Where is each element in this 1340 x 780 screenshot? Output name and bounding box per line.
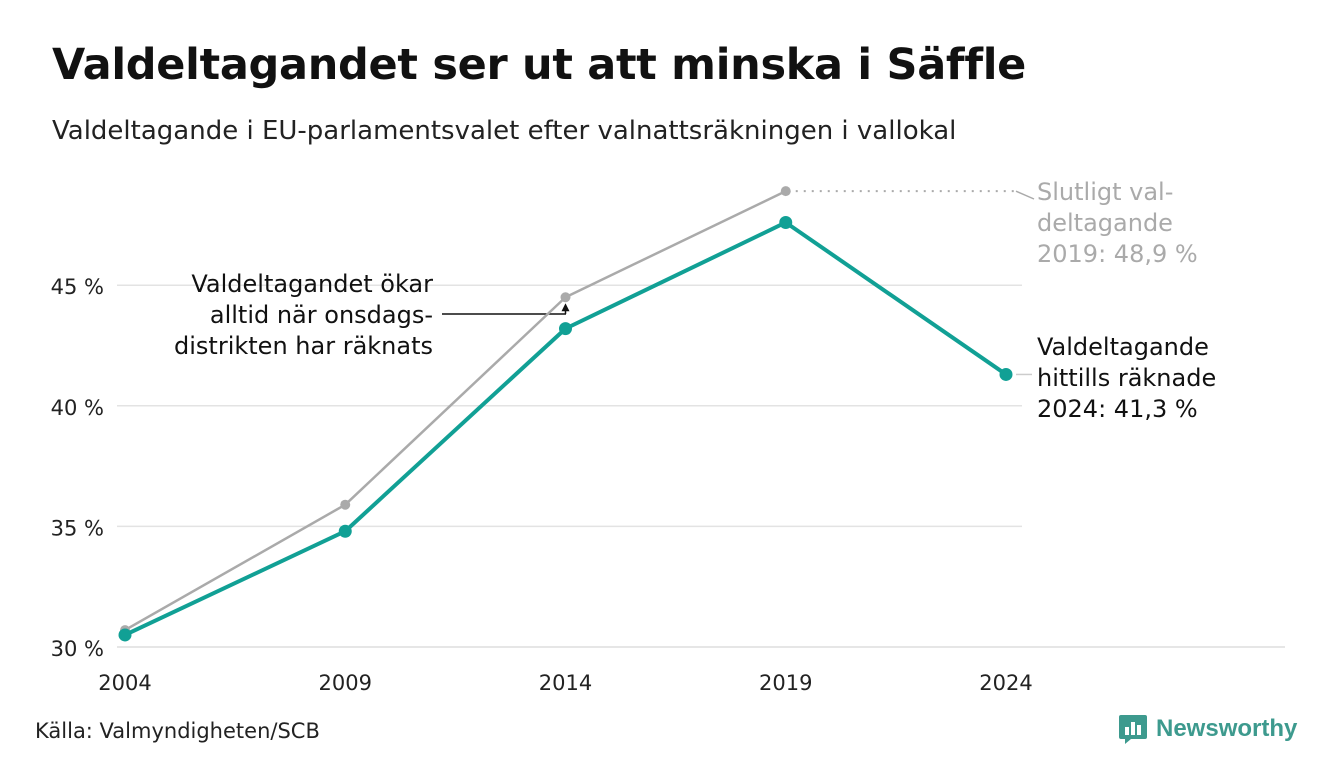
data-point-final xyxy=(560,292,571,303)
line-chart: 30 % 35 % 40 % 45 % 2004 2009 2014 2019 2024 Val… xyxy=(51,178,1285,695)
annotation-line: 2024: 41,3 % xyxy=(1037,395,1198,423)
source-note: Källa: Valmyndigheten/SCB xyxy=(35,719,320,743)
brand[interactable]: Newsworthy xyxy=(1118,713,1297,745)
annotation-current: Valdeltagande hittills räknade 2024: 41,3 … xyxy=(1037,333,1216,423)
annotation-line: Valdeltagande xyxy=(1037,333,1209,361)
data-point-preliminary xyxy=(559,322,572,336)
annotation-final: Slutligt val-deltagande 2019: 48,9 % xyxy=(1037,178,1198,268)
annotation-connector xyxy=(1015,190,1035,200)
y-tick-label: 35 % xyxy=(51,516,104,540)
annotation-line: distrikten har räknats xyxy=(174,332,433,360)
data-point-preliminary xyxy=(779,215,793,229)
brand-name: Newsworthy xyxy=(1156,715,1298,742)
chart-subtitle: Valdeltagande i EU-parlamentsvalet efter… xyxy=(52,116,957,146)
x-tick-label: 2014 xyxy=(539,671,592,695)
newsworthy-logo-icon xyxy=(1119,715,1147,744)
chart-title: Valdeltagandet ser ut att minska i Säffl… xyxy=(52,40,1027,90)
x-tick-label: 2019 xyxy=(759,671,812,695)
annotation-line: alltid när onsdags- xyxy=(210,301,433,329)
data-point-preliminary xyxy=(338,524,352,538)
y-tick-label: 40 % xyxy=(51,396,104,420)
x-tick-label: 2009 xyxy=(319,671,372,695)
y-tick-label: 45 % xyxy=(51,275,104,299)
data-point-preliminary xyxy=(118,628,132,642)
annotation-line: hittills räknade xyxy=(1037,364,1216,392)
data-point-final xyxy=(780,186,791,197)
annotation-line: Slutligt val- xyxy=(1037,178,1173,206)
x-tick-label: 2004 xyxy=(98,671,151,695)
annotation-line: 2019: 48,9 % xyxy=(1037,240,1198,268)
data-point-preliminary xyxy=(999,367,1013,381)
y-tick-label: 30 % xyxy=(51,637,104,661)
annotation-line: Valdeltagandet ökar xyxy=(191,270,433,298)
annotation-line: deltagande xyxy=(1037,209,1173,237)
x-tick-label: 2024 xyxy=(979,671,1032,695)
annotation-left: Valdeltagandet ökar alltid när onsdags-di… xyxy=(174,270,433,360)
series-line-final xyxy=(123,189,787,632)
data-point-final xyxy=(340,499,351,510)
